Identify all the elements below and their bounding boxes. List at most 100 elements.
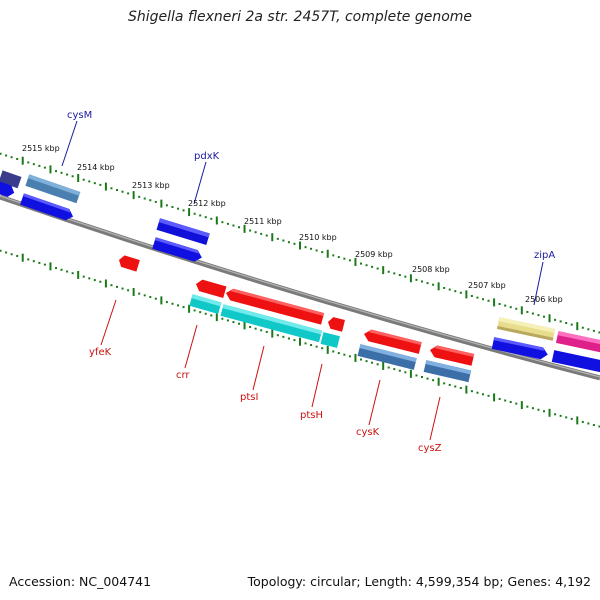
scale-dot: [110, 284, 113, 287]
scale-dot: [110, 187, 113, 190]
gene-arrow-crr[interactable]: [194, 278, 227, 299]
genome-backbone: [0, 194, 600, 381]
scale-dot: [432, 379, 435, 382]
gene-arrow-ptsH[interactable]: [327, 316, 345, 332]
scale-dot: [193, 309, 196, 312]
scale-tick-major: [382, 361, 385, 370]
scale-dot: [332, 350, 335, 353]
scale-tick-major: [354, 353, 357, 362]
gene-arrow-fwd-1[interactable]: [0, 179, 16, 199]
scale-dot: [448, 288, 451, 291]
scale-dot: [315, 345, 318, 348]
scale-dot: [404, 275, 407, 278]
scale-dot: [398, 369, 401, 372]
scale-dot: [360, 262, 362, 265]
scale-tick-major: [548, 314, 551, 323]
gene-arrow-cysK[interactable]: [363, 328, 422, 354]
scale-dot: [526, 405, 529, 408]
scale-dot: [93, 182, 96, 185]
scale-tick-major: [548, 408, 551, 417]
scale-dot: [210, 314, 213, 317]
topology-text: Topology: circular; Length: 4,599,354 bp…: [247, 574, 591, 589]
gene-arrow-pdxK[interactable]: [152, 237, 203, 263]
scale-tick-major: [576, 416, 579, 425]
scale-dot: [226, 222, 229, 225]
scale-dot: [260, 329, 263, 332]
scale-dot: [476, 391, 479, 394]
scale-dot: [598, 331, 600, 334]
scale-dot: [265, 330, 268, 333]
scale-dot: [348, 259, 351, 262]
scale-dot: [82, 178, 85, 181]
scale-dot: [321, 251, 324, 254]
scale-dot: [321, 347, 324, 350]
gene-block-upper-1[interactable]: [0, 170, 22, 189]
scale-dot: [204, 216, 207, 219]
scale-tick-major: [493, 393, 496, 402]
scale-dot: [287, 337, 290, 340]
scale-tick-major: [465, 290, 468, 299]
scale-dot: [282, 335, 285, 338]
scale-dot: [443, 286, 446, 289]
gene-arrow-cysZ[interactable]: [429, 344, 475, 366]
gene-label-ptsH[interactable]: ptsH: [300, 410, 323, 421]
scale-dot: [376, 363, 379, 366]
scale-dot: [0, 152, 2, 155]
scale-tick-major: [520, 401, 523, 410]
gene-label-cysZ[interactable]: cysZ: [418, 443, 442, 454]
scale-dot: [66, 270, 69, 273]
scale-dot: [182, 209, 185, 212]
scale-dot: [337, 256, 340, 259]
scale-dot: [221, 221, 224, 224]
scale-dot: [304, 246, 307, 249]
gene-label-crr[interactable]: crr: [176, 370, 190, 381]
scale-dot: [10, 156, 13, 159]
gene-arrow-ptsI[interactable]: [224, 287, 325, 325]
scale-dot: [592, 329, 595, 332]
scale-tick-major: [104, 182, 107, 191]
scale-tick-major: [49, 262, 52, 271]
scale-dot: [332, 254, 335, 257]
gene-arrow-fwd-last[interactable]: [551, 350, 600, 373]
scale-tick-major: [104, 279, 107, 288]
scale-dot: [249, 326, 252, 329]
gene-label-yfeK[interactable]: yfeK: [89, 347, 112, 358]
scale-dot: [138, 195, 141, 198]
scale-dot: [276, 334, 279, 337]
gene-block-ptsH[interactable]: [320, 332, 340, 348]
scale-dot: [210, 217, 213, 220]
scale-dot: [581, 420, 584, 423]
scale-dot: [554, 318, 557, 321]
gene-arrow-fwd-2[interactable]: [20, 193, 75, 222]
gene-arrow-zipA[interactable]: [491, 337, 549, 360]
gene-label-pdxK[interactable]: pdxK: [194, 151, 220, 162]
scale-tick-major: [326, 345, 329, 354]
scale-dot: [482, 298, 484, 301]
scale-dot: [199, 214, 202, 217]
scale-dot: [43, 166, 46, 169]
scale-dot: [171, 206, 174, 209]
scale-label: 2515 kbp: [22, 144, 60, 153]
scale-dot: [254, 327, 257, 330]
gene-arrow-yfeK[interactable]: [117, 254, 140, 272]
scale-dot: [504, 304, 507, 307]
scale-dot: [116, 285, 118, 288]
scale-dot: [537, 408, 540, 411]
scale-dot: [421, 280, 423, 283]
gene-label-cysK[interactable]: cysK: [356, 427, 380, 438]
gene-label-zipA[interactable]: zipA: [534, 250, 555, 261]
gene-label-ptsI[interactable]: ptsI: [240, 392, 258, 403]
scale-dot: [432, 283, 435, 286]
scale-dot: [559, 320, 562, 323]
scale-dot: [238, 322, 240, 325]
accession-text: Accession: NC_004741: [9, 574, 152, 589]
scale-tick-major: [326, 249, 329, 258]
scale-dot: [254, 231, 257, 234]
scale-dot: [149, 199, 152, 202]
scale-tick-major: [437, 377, 440, 386]
scale-dot: [543, 410, 545, 413]
scale-dot: [238, 226, 240, 229]
gene-label-cysM[interactable]: cysM: [67, 110, 92, 121]
scale-dot: [149, 296, 152, 299]
